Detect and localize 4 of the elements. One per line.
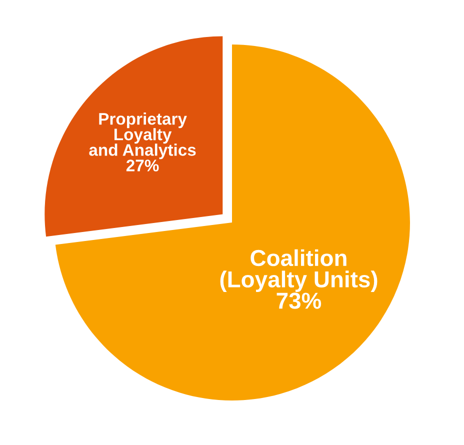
- data-label: 27%: [126, 160, 159, 172]
- slice-label: Coalition (Loyalty Units): [220, 249, 378, 292]
- slice-label: Proprietary Loyalty and Analytics: [89, 112, 196, 160]
- data-label: 73%: [276, 292, 322, 309]
